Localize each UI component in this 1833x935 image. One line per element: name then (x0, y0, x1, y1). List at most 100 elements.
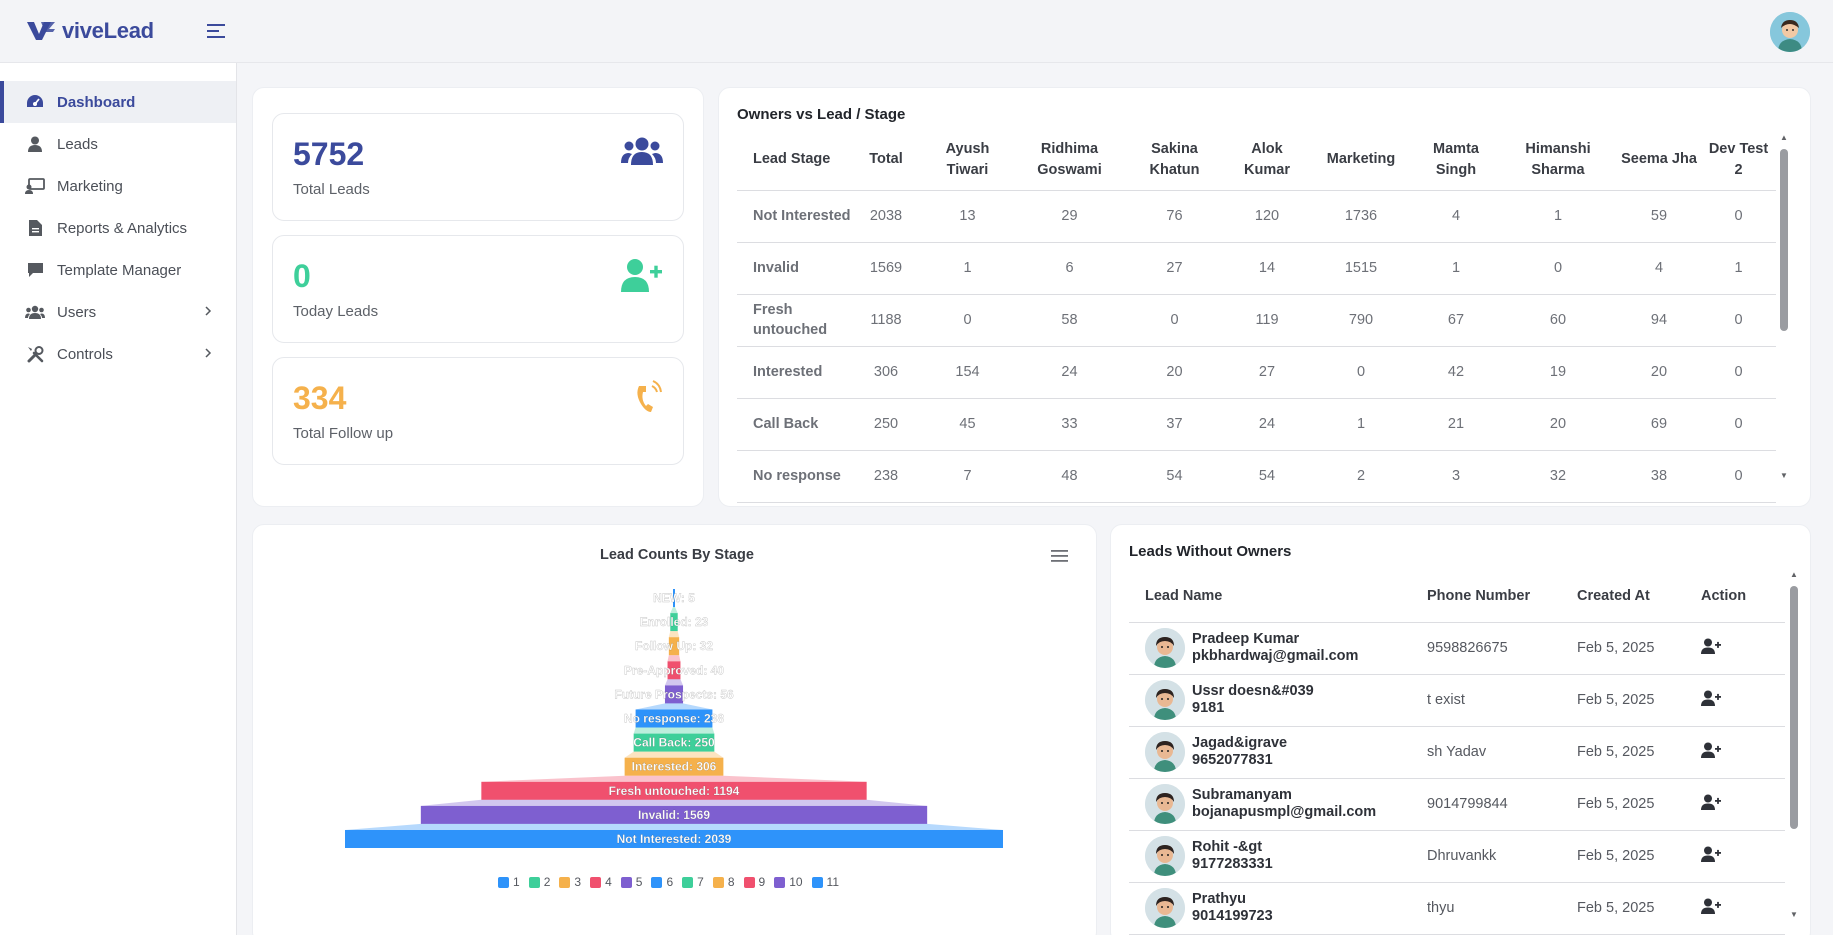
count-cell: 1 (920, 242, 1015, 295)
marketing-icon (25, 178, 45, 194)
assign-owner-icon[interactable] (1701, 742, 1721, 758)
action-cell (1701, 882, 1785, 935)
count-cell: 0 (920, 294, 1015, 347)
assign-owner-icon[interactable] (1701, 846, 1721, 862)
assign-owner-icon[interactable] (1701, 638, 1721, 654)
sidebar-item-controls[interactable]: Controls (0, 333, 236, 375)
sidebar-item-template-manager[interactable]: Template Manager (0, 249, 236, 291)
action-cell (1701, 830, 1785, 883)
funnel-bar[interactable] (667, 661, 681, 680)
legend-swatch (528, 876, 540, 888)
legend-label: 1 (513, 875, 520, 889)
legend-item[interactable]: 5 (620, 875, 642, 889)
legend-item[interactable]: 8 (712, 875, 735, 889)
lead-stage-cell: No response (737, 450, 852, 503)
sidebar-item-label: Template Manager (57, 261, 182, 279)
column-header: Dev Test 2 (1701, 130, 1776, 191)
legend-item[interactable]: 7 (682, 875, 704, 889)
scroll-thumb[interactable] (1790, 586, 1798, 829)
count-cell: 27 (1225, 346, 1309, 399)
funnel-bar[interactable] (668, 637, 680, 656)
column-header: Action (1701, 570, 1785, 623)
sidebar-item-marketing[interactable]: Marketing (0, 165, 236, 207)
count-cell: 238 (852, 450, 920, 503)
phone-cell: Dhruvankk (1427, 830, 1577, 883)
count-cell: 20 (1617, 346, 1701, 399)
count-cell: 0 (1309, 346, 1413, 399)
scroll-up-icon[interactable]: ▲ (1790, 570, 1798, 579)
legend-swatch (774, 876, 786, 888)
count-cell: 790 (1309, 294, 1413, 347)
sidebar-item-leads[interactable]: Leads (0, 123, 236, 165)
funnel-bar[interactable] (633, 733, 715, 752)
scroll-thumb[interactable] (1780, 149, 1788, 331)
scroll-down-icon[interactable]: ▼ (1780, 471, 1788, 480)
funnel-bar[interactable] (624, 757, 724, 776)
legend-swatch (811, 876, 823, 888)
leads-table-scrollbar[interactable]: ▲ ▼ (1789, 571, 1799, 919)
created-at-cell: Feb 5, 2025 (1577, 830, 1701, 883)
sidebar-item-dashboard[interactable]: Dashboard (0, 81, 236, 123)
funnel-bar[interactable] (673, 589, 675, 607)
sidebar-item-users[interactable]: Users (0, 291, 236, 333)
table-row: Call Back 250 45 33 37 24 1 21 20 69 0 (737, 398, 1776, 451)
count-cell: 120 (1225, 190, 1309, 243)
legend-item[interactable]: 3 (559, 875, 581, 889)
user-avatar[interactable] (1770, 12, 1810, 52)
scroll-down-icon[interactable]: ▼ (1790, 910, 1798, 919)
funnel-bar[interactable] (420, 805, 928, 824)
table-row: Pradeep Kumar pkbhardwaj@gmail.com 9598826… (1129, 622, 1785, 675)
scroll-up-icon[interactable]: ▲ (1780, 133, 1788, 142)
chart-menu-icon[interactable] (1051, 549, 1068, 563)
sidebar-item-label: Marketing (57, 177, 123, 195)
count-cell: 1736 (1309, 190, 1413, 243)
legend-item[interactable]: 6 (651, 875, 673, 889)
funnel-label: Invalid: 1569 (638, 808, 710, 822)
lead-name-cell: Ussr doesn&#039 9181 (1129, 674, 1427, 727)
count-cell: 1 (1701, 242, 1776, 295)
legend-item[interactable]: 9 (743, 875, 765, 889)
count-cell: 7 (920, 450, 1015, 503)
funnel-connector (481, 775, 867, 782)
column-header: Sakina Khatun (1124, 130, 1225, 191)
legend-item[interactable]: 2 (528, 875, 550, 889)
count-cell: 0 (1701, 294, 1776, 347)
legend-item[interactable]: 4 (590, 875, 612, 889)
sidebar-item-reports[interactable]: Reports & Analytics (0, 207, 236, 249)
count-cell: 32 (1499, 450, 1617, 503)
chart-legend: 1 2 3 4 5 6 7 8 9 10 11 (498, 875, 839, 889)
logo[interactable]: viveLead (26, 16, 154, 46)
assign-owner-icon[interactable] (1701, 794, 1721, 810)
funnel-bar[interactable] (664, 685, 684, 704)
menu-toggle-icon[interactable] (206, 21, 228, 41)
count-cell: 54 (1124, 450, 1225, 503)
assign-owner-icon[interactable] (1701, 898, 1721, 914)
brand-name: viveLead (62, 18, 154, 43)
funnel-bar[interactable] (635, 709, 713, 728)
count-cell: 2038 (852, 190, 920, 243)
table-row: Fresh untouched 1188 0 58 0 119 790 67 60 94 0 (737, 294, 1776, 347)
funnel-connector (420, 799, 928, 806)
column-header: Ridhima Goswami (1015, 130, 1124, 191)
column-header: Created At (1577, 570, 1701, 623)
legend-item[interactable]: 10 (774, 875, 803, 889)
funnel-bar[interactable] (481, 781, 867, 800)
legend-item[interactable]: 1 (498, 875, 520, 889)
funnel-bar[interactable] (670, 613, 678, 632)
funnel-label: Follow Up: 32 (635, 639, 713, 653)
count-cell: 0 (1124, 294, 1225, 347)
legend-item[interactable]: 11 (811, 875, 839, 889)
funnel-bar[interactable] (345, 830, 1003, 848)
count-cell: 29 (1015, 190, 1124, 243)
count-cell: 21 (1413, 398, 1499, 451)
funnel-label: Enrolled: 23 (640, 615, 709, 629)
count-cell: 1188 (852, 294, 920, 347)
action-cell (1701, 674, 1785, 727)
owners-table-scrollbar[interactable]: ▲ ▼ (1779, 134, 1789, 480)
count-cell: 33 (1015, 398, 1124, 451)
count-cell: 2 (1309, 450, 1413, 503)
count-cell: 0 (1701, 450, 1776, 503)
funnel-connector (667, 655, 681, 662)
assign-owner-icon[interactable] (1701, 690, 1721, 706)
lead-name-cell: Rohit -&gt 9177283331 (1129, 830, 1427, 883)
